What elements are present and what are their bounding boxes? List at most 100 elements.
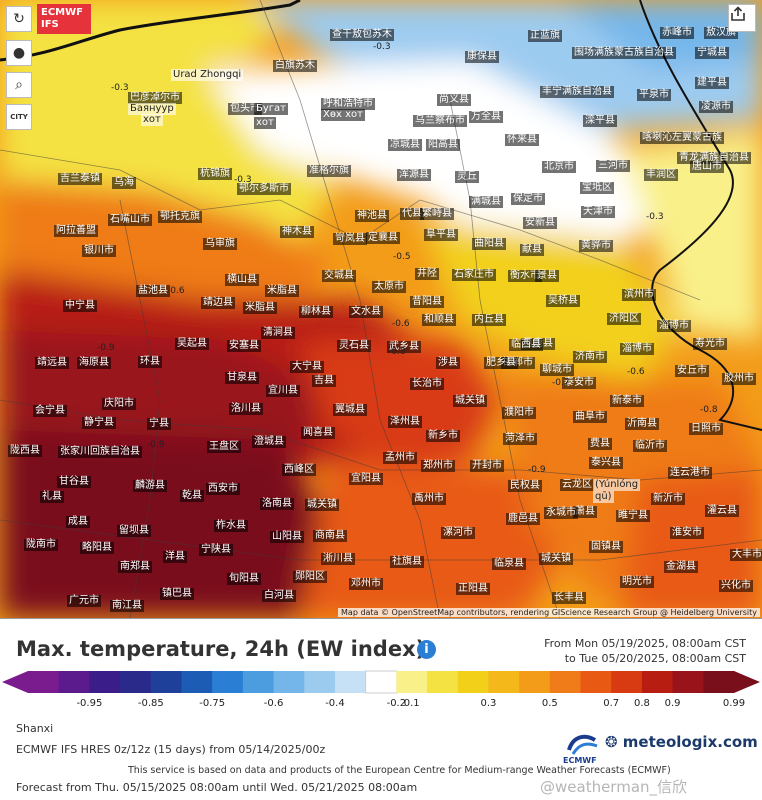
city-label: 北京市 xyxy=(542,161,576,173)
city-label: 呼和浩特市 xyxy=(321,98,375,110)
city-label: 丰润区 xyxy=(644,169,678,181)
city-label: 清涧县 xyxy=(261,327,295,339)
city-label: 阿拉善盟 xyxy=(54,225,98,237)
city-label: 石嘴山市 xyxy=(108,214,152,226)
city-label: 巴彦淖尔市 xyxy=(128,92,182,104)
city-label: 澄城县 xyxy=(252,436,286,448)
city-label: 长丰县 xyxy=(552,592,586,604)
model-badge-text: ECMWF IFS xyxy=(41,7,83,30)
city-label: 围场满族蒙古族自治县 xyxy=(572,47,676,59)
refresh-icon[interactable]: ↻ xyxy=(6,6,32,32)
legend-swatch xyxy=(519,671,551,693)
city-label: 洛川县 xyxy=(229,403,263,415)
city-label: 郧阳区 xyxy=(293,571,327,583)
city-label: 康保县 xyxy=(465,51,499,63)
legend-swatch xyxy=(488,671,520,693)
city-label: 安丘市 xyxy=(675,365,709,377)
city-label: 三河市 xyxy=(596,160,630,172)
city-label: 定襄县 xyxy=(366,232,400,244)
city-label: 城关镇 xyxy=(453,395,487,407)
city-label: 留坝县 xyxy=(117,525,151,537)
map-attribution: Map data © OpenStreetMap contributors, r… xyxy=(338,608,760,617)
city-label: 万全县 xyxy=(469,111,503,123)
city-label: 会宁县 xyxy=(33,405,67,417)
city-label: 陇西县 xyxy=(8,445,42,457)
legend-tick-label: 0.5 xyxy=(541,698,558,709)
city-label: 静宁县 xyxy=(82,417,116,429)
legend-swatch xyxy=(641,671,674,693)
city-label: 睢宁县 xyxy=(616,510,650,522)
city-label: 兴化市 xyxy=(719,580,753,592)
location-pin-icon[interactable]: ● xyxy=(6,40,32,66)
legend-swatch xyxy=(120,671,152,693)
legend-swatch xyxy=(242,671,275,693)
legend-swatch xyxy=(672,671,704,693)
contour-label: -0.8 xyxy=(388,347,406,357)
model-badge: ECMWF IFS xyxy=(37,4,91,34)
color-legend xyxy=(2,670,760,694)
contour-label: -0.9 xyxy=(528,465,546,475)
city-label: 满城县 xyxy=(469,196,503,208)
city-label: 丰宁满族自治县 xyxy=(540,86,614,98)
city-label: 王盘区 xyxy=(207,441,241,453)
city-label: 广元市 xyxy=(67,595,101,607)
zoom-icon[interactable]: ⌕ xyxy=(6,72,32,98)
city-label: 神木县 xyxy=(280,226,314,238)
contour-label: -0.3 xyxy=(234,175,252,185)
info-icon[interactable]: i xyxy=(417,640,436,659)
city-label: (Yúnlóng xyxy=(593,479,641,491)
contour-label: -0.6 xyxy=(392,319,410,329)
city-label: 济南市 xyxy=(573,351,607,363)
city-label: 翼城县 xyxy=(333,404,367,416)
city-label: 盐池县 xyxy=(136,285,170,297)
legend-swatch xyxy=(457,671,489,693)
city-label: 张家川回族自治县 xyxy=(58,446,142,458)
city-label: 白河县 xyxy=(262,590,296,602)
city-label: 文水县 xyxy=(349,306,383,318)
city-label: 邓州市 xyxy=(349,578,383,590)
city-label: 中宁县 xyxy=(63,300,97,312)
city-label: Баянуур xyxy=(128,103,176,115)
city-label: 固镇县 xyxy=(589,541,623,553)
city-label: 西峰区 xyxy=(282,464,316,476)
city-label: 庆阳市 xyxy=(102,398,136,410)
legend-swatch xyxy=(181,671,213,693)
city-label: 郑州市 xyxy=(421,460,455,472)
city-label: 阳高县 xyxy=(426,139,460,151)
ecmwf-logo-icon xyxy=(567,734,598,755)
city-label: 礼县 xyxy=(40,491,64,503)
city-label: 城关镇 xyxy=(305,499,339,511)
city-label: 怀来县 xyxy=(505,134,539,146)
meteologix-brand[interactable]: ❂ meteologix.com xyxy=(605,733,758,751)
legend-swatch xyxy=(396,671,428,693)
range-start: From Mon 05/19/2025, 08:00am CST xyxy=(544,637,746,650)
city-label: 连云港市 xyxy=(668,467,712,479)
city-label: 镇巴县 xyxy=(160,588,194,600)
city-label: 临沂市 xyxy=(633,440,667,452)
legend-tick-label: 0.9 xyxy=(664,698,681,709)
city-label: 建平县 xyxy=(695,77,729,89)
city-label: 天津市 xyxy=(581,206,615,218)
forecast-map[interactable]: 查干敖包苏木 正蓝旗 赤峰市 敖汉旗 康保县 围场满族蒙古族自治县 宁城县 白旗苏木 Urad … xyxy=(0,0,762,619)
city-label: 凌源市 xyxy=(699,101,733,113)
city-label: 大宁县 xyxy=(290,361,324,373)
city-label: 柞水县 xyxy=(214,520,248,532)
legend-swatch xyxy=(28,671,60,693)
city-label: Бугат xyxy=(254,103,288,115)
city-label: 宝坻区 xyxy=(580,182,614,194)
city-label: 日照市 xyxy=(689,423,723,435)
city-label: 泰安市 xyxy=(562,377,596,389)
city-label: 淮安市 xyxy=(670,527,704,539)
legend-tick-label: -0.85 xyxy=(137,698,164,709)
meteologix-brand-text: meteologix.com xyxy=(622,733,758,751)
city-label: 靖远县 xyxy=(35,357,69,369)
city-label: 正蓝旗 xyxy=(528,30,562,42)
share-button[interactable] xyxy=(728,4,756,32)
city-label: 洋县 xyxy=(163,551,187,563)
city-label: 明光市 xyxy=(620,576,654,588)
city-toggle-icon[interactable]: CITY xyxy=(6,104,32,130)
city-label: 杭锦旗 xyxy=(198,168,232,180)
city-label: 靖边县 xyxy=(201,297,235,309)
city-label: 岢岚县 xyxy=(333,233,367,245)
contour-label: -0.5 xyxy=(393,252,411,262)
